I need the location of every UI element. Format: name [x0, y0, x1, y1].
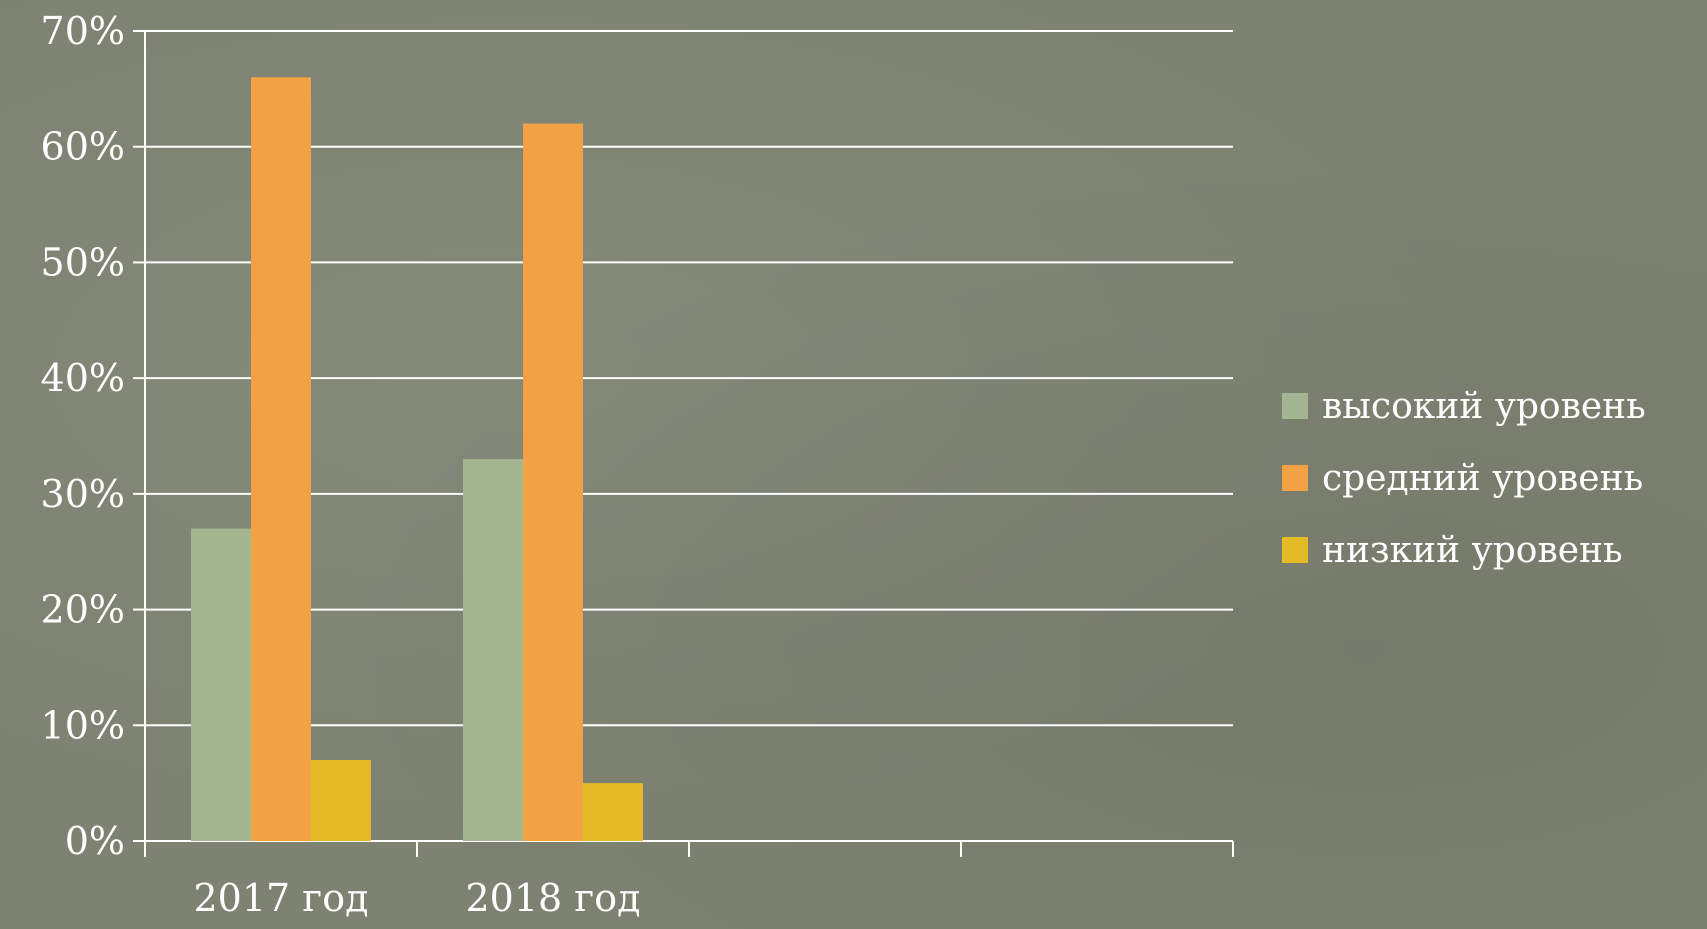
- legend-swatch: [1282, 393, 1308, 419]
- legend-item: высокий уровень: [1282, 370, 1702, 442]
- legend-label: низкий уровень: [1322, 529, 1623, 571]
- y-tick-label: 40%: [41, 356, 125, 400]
- x-tick-label: 2018 год: [466, 876, 641, 920]
- bar-1-1: [523, 123, 583, 842]
- bar-0-0: [191, 528, 251, 841]
- legend-item: средний уровень: [1282, 442, 1702, 514]
- y-tick-label: 60%: [41, 125, 125, 169]
- chart-legend: высокий уровень средний уровень низкий уро…: [1282, 370, 1702, 586]
- y-tick-label: 0%: [65, 819, 125, 863]
- y-tick-label: 30%: [41, 472, 125, 516]
- legend-label: высокий уровень: [1322, 385, 1646, 427]
- bar-1-0: [463, 459, 523, 841]
- y-tick-label: 50%: [41, 240, 125, 284]
- legend-swatch: [1282, 537, 1308, 563]
- legend-item: низкий уровень: [1282, 514, 1702, 586]
- y-tick-label: 20%: [41, 588, 125, 632]
- bar-0-1: [251, 77, 311, 842]
- x-tick-label: 2017 год: [194, 876, 369, 920]
- y-tick-label: 70%: [41, 9, 125, 53]
- y-tick-labels: 0% 10% 20% 30% 40% 50% 60% 70%: [41, 9, 125, 863]
- bar-1-2: [583, 783, 643, 841]
- legend-swatch: [1282, 465, 1308, 491]
- bars: [191, 77, 643, 842]
- y-tick-label: 10%: [41, 703, 125, 747]
- x-tick-labels: 2017 год 2018 год: [194, 876, 641, 920]
- legend-label: средний уровень: [1322, 457, 1644, 499]
- bar-0-2: [311, 760, 371, 841]
- gridlines: [145, 30, 1233, 727]
